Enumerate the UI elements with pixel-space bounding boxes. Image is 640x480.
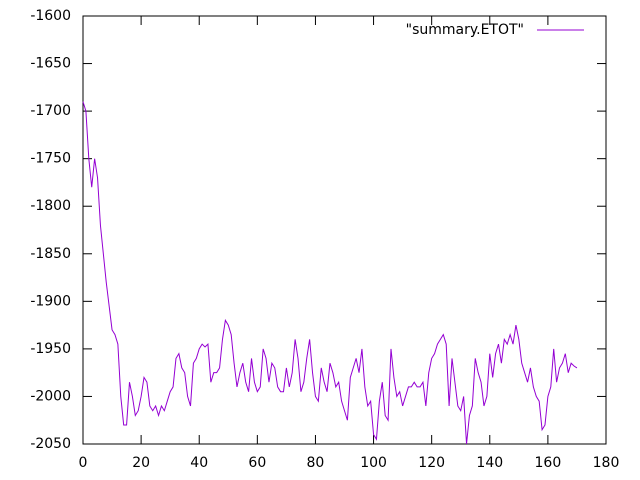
x-tick-label: 180 [593, 455, 620, 471]
x-tick-label: 60 [248, 455, 266, 471]
x-tick-label: 120 [418, 455, 445, 471]
y-tick-label: -1600 [30, 8, 71, 24]
x-tick-label: 20 [132, 455, 150, 471]
y-tick-label: -1650 [30, 56, 71, 72]
y-tick-label: -1950 [30, 341, 71, 357]
y-tick-label: -1750 [30, 151, 71, 167]
y-tick-label: -2000 [30, 388, 71, 404]
x-tick-label: 40 [190, 455, 208, 471]
y-tick-label: -1850 [30, 246, 71, 262]
legend-label: "summary.ETOT" [406, 22, 524, 38]
plot-border [82, 15, 607, 445]
y-tick-label: -2050 [30, 436, 71, 452]
y-tick-label: -1700 [30, 103, 71, 119]
x-tick-label: 140 [476, 455, 503, 471]
y-tick-label: -1900 [30, 293, 71, 309]
series-line [82, 101, 578, 445]
x-tick-label: 0 [79, 455, 88, 471]
x-tick-label: 80 [307, 455, 325, 471]
x-tick-label: 160 [535, 455, 562, 471]
x-tick-label: 100 [360, 455, 387, 471]
y-tick-label: -1800 [30, 198, 71, 214]
